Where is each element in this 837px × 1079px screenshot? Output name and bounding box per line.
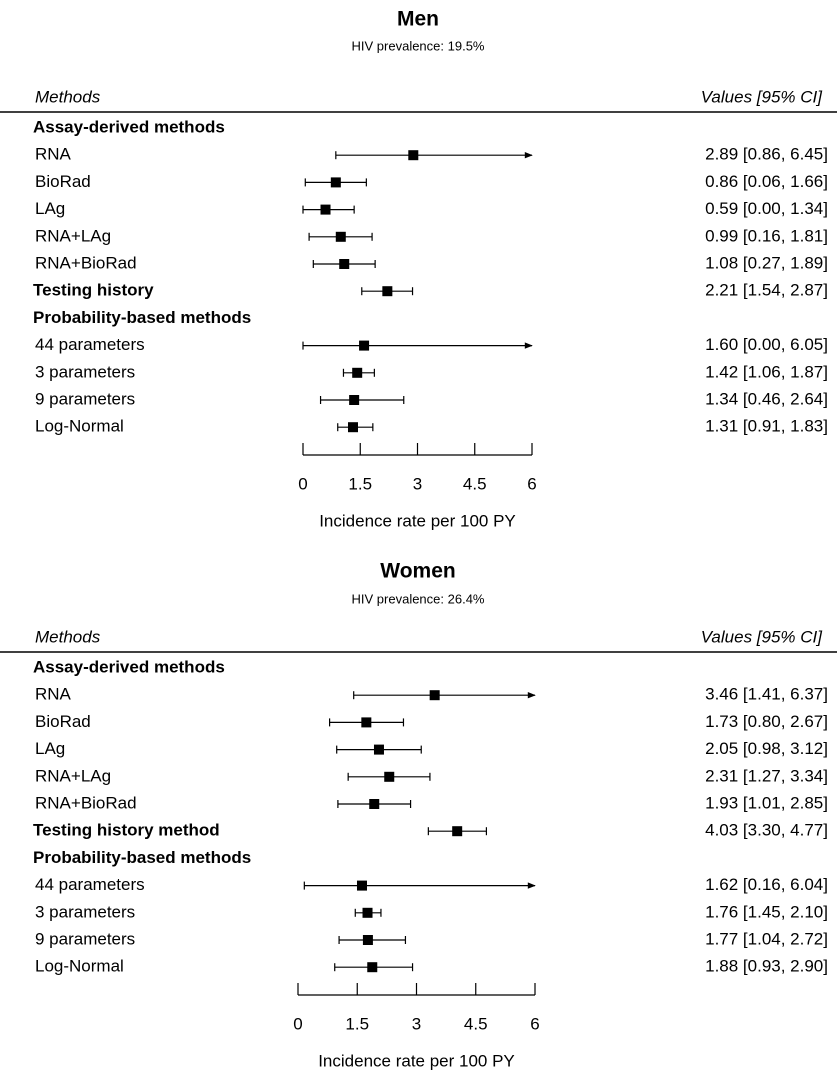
group-heading: Testing history method xyxy=(33,821,220,840)
row-label: Log-Normal xyxy=(35,417,124,436)
value-label: 2.05 [0.98, 3.12] xyxy=(705,739,828,758)
point-estimate xyxy=(335,231,346,242)
column-header: Values [95% CI] xyxy=(701,627,824,646)
value-label: 1.88 [0.93, 2.90] xyxy=(705,957,828,976)
x-tick-label: 1.5 xyxy=(348,474,372,493)
column-header: Methods xyxy=(35,87,101,106)
point-estimate xyxy=(382,286,393,297)
chart-subtitle: HIV prevalence: 26.4% xyxy=(352,591,485,606)
value-label: 1.31 [0.91, 1.83] xyxy=(705,417,828,436)
value-label: 2.89 [0.86, 6.45] xyxy=(705,145,828,164)
value-label: 4.03 [3.30, 4.77] xyxy=(705,821,828,840)
row-label: 3 parameters xyxy=(35,362,135,381)
point-estimate xyxy=(330,177,341,188)
row-label: RNA xyxy=(35,685,72,704)
row-label: RNA+BioRad xyxy=(35,253,137,272)
row-label: Log-Normal xyxy=(35,957,124,976)
value-label: 3.46 [1.41, 6.37] xyxy=(705,685,828,704)
value-label: 1.62 [0.16, 6.04] xyxy=(705,875,828,894)
group-heading: Probability-based methods xyxy=(33,308,251,327)
column-header: Values [95% CI] xyxy=(701,87,824,106)
point-estimate xyxy=(347,422,358,433)
row-label: BioRad xyxy=(35,712,91,731)
row-label: 3 parameters xyxy=(35,902,135,921)
point-estimate xyxy=(320,204,331,215)
row-label: RNA+LAg xyxy=(35,766,111,785)
x-tick-label: 1.5 xyxy=(345,1014,369,1033)
point-estimate xyxy=(373,744,384,755)
x-tick-label: 6 xyxy=(530,1014,539,1033)
point-estimate xyxy=(362,935,373,945)
x-tick-label: 3 xyxy=(412,1014,421,1033)
value-label: 1.77 [1.04, 2.72] xyxy=(705,929,828,948)
row-label: 9 parameters xyxy=(35,929,135,948)
x-axis-label: Incidence rate per 100 PY xyxy=(319,511,516,530)
point-estimate xyxy=(359,340,370,351)
x-tick-label: 0 xyxy=(293,1014,302,1033)
row-label: BioRad xyxy=(35,172,91,191)
point-estimate xyxy=(369,799,380,809)
group-heading: Assay-derived methods xyxy=(33,657,225,676)
row-label: RNA+LAg xyxy=(35,226,111,245)
x-axis-label: Incidence rate per 100 PY xyxy=(318,1051,515,1070)
row-label: RNA xyxy=(35,145,72,164)
point-estimate xyxy=(361,717,372,728)
point-estimate xyxy=(349,395,360,405)
column-header: Methods xyxy=(35,627,101,646)
point-estimate xyxy=(384,771,395,782)
x-tick-label: 6 xyxy=(527,474,536,493)
value-label: 2.31 [1.27, 3.34] xyxy=(705,766,828,785)
group-heading: Probability-based methods xyxy=(33,848,251,867)
value-label: 1.08 [0.27, 1.89] xyxy=(705,253,828,272)
point-estimate xyxy=(339,259,350,269)
value-label: 1.42 [1.06, 1.87] xyxy=(705,362,828,381)
value-label: 1.76 [1.45, 2.10] xyxy=(705,902,828,921)
value-label: 1.73 [0.80, 2.67] xyxy=(705,712,828,731)
value-label: 0.59 [0.00, 1.34] xyxy=(705,199,828,218)
value-label: 1.93 [1.01, 2.85] xyxy=(705,793,828,812)
x-tick-label: 0 xyxy=(298,474,307,493)
chart-title: Women xyxy=(380,560,455,583)
row-label: LAg xyxy=(35,199,65,218)
value-label: 1.34 [0.46, 2.64] xyxy=(705,389,828,408)
point-estimate xyxy=(352,367,363,378)
group-heading: Testing history xyxy=(33,281,154,300)
chart-title: Men xyxy=(397,8,439,31)
point-estimate xyxy=(362,907,373,918)
value-label: 1.60 [0.00, 6.05] xyxy=(705,335,828,354)
chart-subtitle: HIV prevalence: 19.5% xyxy=(352,38,485,53)
row-label: RNA+BioRad xyxy=(35,793,137,812)
point-estimate xyxy=(408,150,419,161)
value-label: 2.21 [1.54, 2.87] xyxy=(705,281,828,300)
point-estimate xyxy=(452,826,463,837)
x-tick-label: 4.5 xyxy=(464,1014,488,1033)
row-label: 44 parameters xyxy=(35,875,145,894)
value-label: 0.99 [0.16, 1.81] xyxy=(705,226,828,245)
point-estimate xyxy=(356,880,367,891)
point-estimate xyxy=(429,690,440,701)
group-heading: Assay-derived methods xyxy=(33,117,225,136)
x-tick-label: 3 xyxy=(413,474,422,493)
value-label: 0.86 [0.06, 1.66] xyxy=(705,172,828,191)
x-tick-label: 4.5 xyxy=(463,474,487,493)
point-estimate xyxy=(367,962,378,973)
row-label: 9 parameters xyxy=(35,389,135,408)
row-label: LAg xyxy=(35,739,65,758)
row-label: 44 parameters xyxy=(35,335,145,354)
